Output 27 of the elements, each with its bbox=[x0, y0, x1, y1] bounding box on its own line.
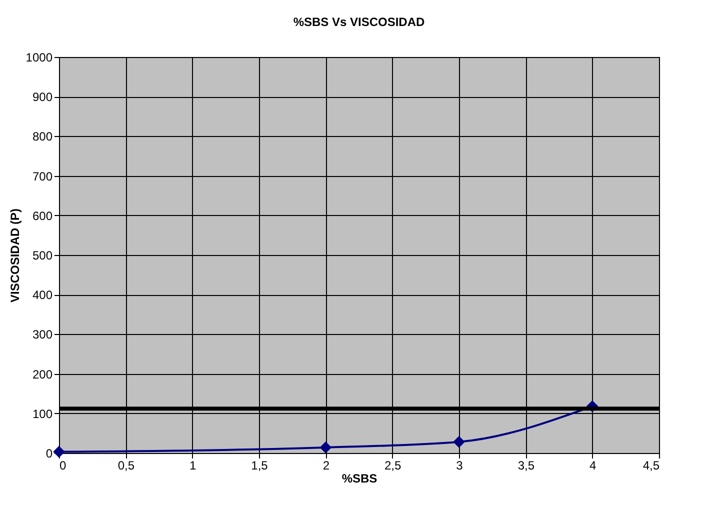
x-tick-label: 0,5 bbox=[118, 458, 135, 472]
y-tick-label: 700 bbox=[32, 169, 53, 184]
y-tick-label: 900 bbox=[32, 90, 53, 104]
y-tick-label: 1000 bbox=[26, 50, 53, 64]
point bbox=[453, 436, 465, 448]
y-tick-label: 500 bbox=[32, 248, 53, 262]
x-tick-label: 2,5 bbox=[384, 458, 402, 472]
y-tick-label: 600 bbox=[32, 208, 53, 223]
y-tick-label: 0 bbox=[46, 446, 53, 460]
x-tick-label: 0 bbox=[60, 458, 66, 472]
point bbox=[320, 442, 332, 454]
y-axis-title: VISCOSIDAD (P) bbox=[8, 208, 22, 303]
chart-title: %SBS Vs VISCOSIDAD bbox=[293, 15, 426, 29]
x-tick-label: 4 bbox=[589, 458, 596, 472]
x-tick-label: 3 bbox=[456, 458, 464, 472]
y-tick-label: 800 bbox=[32, 130, 53, 144]
x-tick-label: 3,5 bbox=[518, 458, 535, 472]
y-tick-label: 100 bbox=[32, 406, 53, 421]
x-tick-label: 4,5 bbox=[642, 458, 660, 472]
y-tick-label: 300 bbox=[32, 328, 53, 342]
x-tick-label: 2 bbox=[322, 458, 330, 472]
point bbox=[53, 446, 65, 458]
x-tick-label: 1,5 bbox=[251, 458, 268, 472]
x-tick-label: 1 bbox=[189, 458, 196, 472]
x-axis-title: %SBS bbox=[342, 472, 378, 486]
y-tick-label: 400 bbox=[32, 288, 53, 302]
y-tick-label: 200 bbox=[32, 367, 53, 382]
